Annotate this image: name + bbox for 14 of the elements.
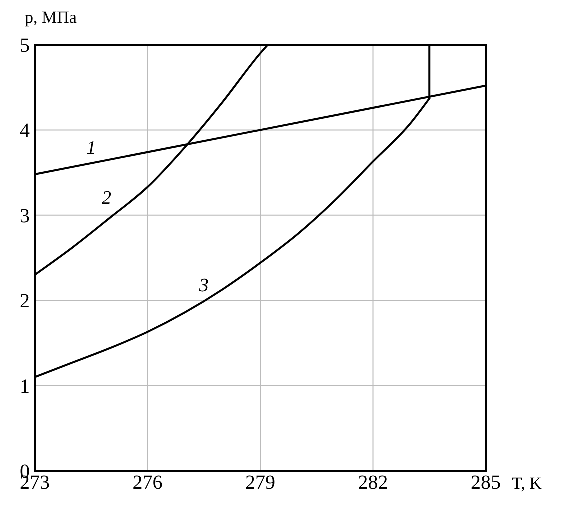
x-axis-title: T, K <box>512 474 543 493</box>
y-tick-label: 3 <box>20 205 30 228</box>
annotation: 3 <box>198 276 209 297</box>
y-tick-label: 2 <box>20 290 30 313</box>
annotation: 2 <box>102 188 112 210</box>
x-tick-label: 276 <box>132 472 163 494</box>
y-axis-title: p, МПа <box>25 8 78 27</box>
x-tick-label: 279 <box>246 472 276 494</box>
y-tick-label: 4 <box>20 120 30 142</box>
y-tick-label: 1 <box>20 376 30 398</box>
y-tick-label: 5 <box>20 35 30 57</box>
x-tick-label: 282 <box>358 472 388 494</box>
x-tick-label: 285 <box>471 472 501 494</box>
annotation: 1 <box>86 138 96 160</box>
